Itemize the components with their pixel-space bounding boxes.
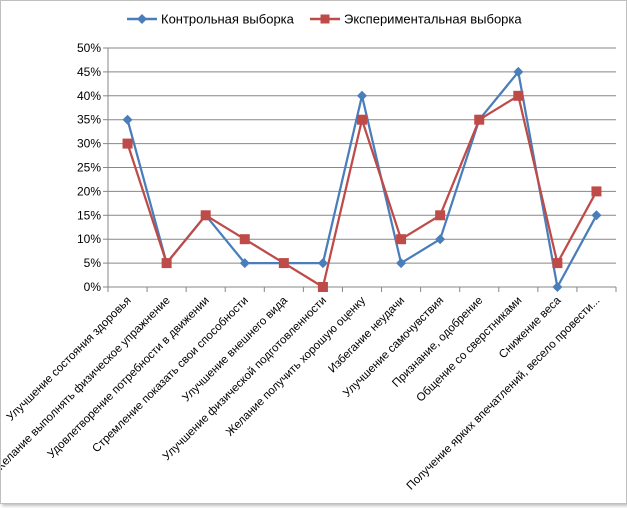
- data-point: [357, 90, 367, 101]
- y-tick-label: 10%: [77, 232, 101, 246]
- x-tick-label: Получение ярких впечатлений, весело пров…: [405, 295, 603, 493]
- y-tick-label: 40%: [77, 89, 101, 103]
- data-point: [200, 210, 211, 221]
- y-tick-label: 35%: [77, 113, 101, 127]
- series-2: [122, 90, 602, 292]
- data-point: [317, 258, 328, 269]
- data-point: [591, 186, 602, 197]
- y-tick-label: 50%: [77, 41, 101, 55]
- y-axis-tick-labels: 0% 5% 10% 15% 20% 25% 30% 35% 40% 45% 50%: [77, 41, 101, 294]
- data-point: [122, 114, 133, 125]
- data-point: [396, 258, 407, 269]
- legend-label-experimental: Экспериментальная выборка: [344, 12, 522, 27]
- data-point: [317, 282, 328, 292]
- x-tick-label: Желание получить хорошую оценку: [224, 294, 368, 438]
- data-point: [474, 114, 485, 125]
- data-point: [396, 234, 407, 245]
- data-point: [552, 258, 563, 269]
- data-point: [161, 258, 172, 269]
- y-tick-label: 25%: [77, 161, 101, 175]
- y-tick-label: 30%: [77, 137, 101, 151]
- series-line: [126, 70, 598, 289]
- data-point: [357, 114, 367, 125]
- legend-label-control: Контрольная выборка: [161, 12, 295, 27]
- data-point: [278, 258, 289, 269]
- gridlines: [103, 47, 616, 288]
- data-point: [239, 234, 250, 245]
- axes: [107, 48, 617, 292]
- data-point: [513, 90, 524, 101]
- data-point: [435, 234, 446, 245]
- y-tick-label: 0%: [84, 280, 102, 294]
- x-tick-label: Избегание неудачи: [326, 295, 407, 376]
- data-point: [239, 258, 250, 269]
- legend-marker-control: [137, 14, 147, 24]
- x-tick-label: Желание выполнять физическое упражнение: [1, 295, 173, 476]
- y-tick-label: 20%: [77, 184, 101, 198]
- legend: Контрольная выборка Экспериментальная вы…: [127, 12, 522, 27]
- legend-item-control: Контрольная выборка: [127, 12, 295, 27]
- legend-marker-experimental: [320, 14, 330, 24]
- series-1: [122, 66, 602, 292]
- data-point: [591, 210, 602, 221]
- data-point: [513, 66, 524, 77]
- y-tick-label: 15%: [77, 208, 101, 222]
- y-tick-label: 5%: [84, 256, 102, 270]
- series-layer: [122, 66, 602, 292]
- data-point: [122, 138, 133, 149]
- legend-item-experimental: Экспериментальная выборка: [310, 12, 522, 27]
- data-point: [552, 282, 563, 292]
- y-tick-label: 45%: [77, 65, 101, 79]
- data-point: [435, 210, 446, 221]
